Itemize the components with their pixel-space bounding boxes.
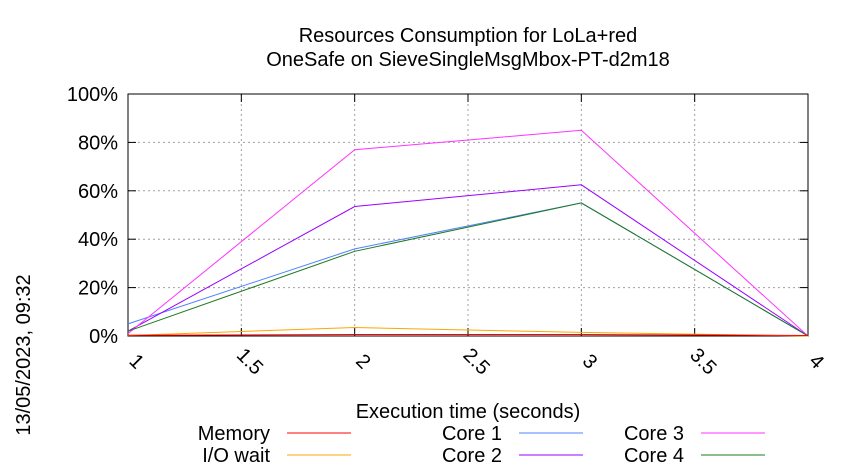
- y-tick-label: 20%: [78, 278, 118, 300]
- legend-label-core-4: Core 4: [624, 445, 684, 467]
- legend-label-core-1: Core 1: [442, 423, 502, 445]
- x-axis-label: Execution time (seconds): [356, 401, 581, 423]
- series-line-memory: [127, 334, 809, 336]
- grid: [128, 94, 808, 336]
- chart-title-line1: Resources Consumption for LoLa+red: [299, 25, 638, 47]
- timestamp: 13/05/2023, 09:32: [13, 274, 35, 435]
- x-tick-label: 4: [805, 350, 828, 373]
- series-lines: [127, 129, 809, 337]
- series-line-core-4: [127, 202, 809, 337]
- x-tick-label: 2: [351, 350, 374, 373]
- chart-title-line2: OneSafe on SieveSingleMsgMbox-PT-d2m18: [266, 49, 670, 71]
- legend-label-core-2: Core 2: [442, 445, 502, 467]
- y-tick-label: 100%: [67, 84, 118, 106]
- x-tick-label: 1: [125, 350, 148, 373]
- x-axis-ticks: 1 1.5 2 2.5 3 3.5 4: [125, 94, 828, 379]
- y-tick-label: 60%: [78, 181, 118, 203]
- x-tick-label: 3.5: [685, 344, 720, 379]
- series-line-core-3: [127, 129, 809, 337]
- x-tick-label: 2.5: [459, 344, 494, 379]
- legend-label-core-3: Core 3: [624, 423, 684, 445]
- y-tick-label: 0%: [89, 326, 118, 348]
- series-line-i-o-wait: [127, 326, 809, 337]
- x-tick-label: 3: [578, 350, 601, 373]
- series-line-core-2: [127, 184, 809, 337]
- y-tick-label: 40%: [78, 229, 118, 251]
- x-tick-label: 1.5: [232, 344, 267, 379]
- legend-label-memory: Memory: [198, 423, 270, 445]
- legend-label-i-o-wait: I/O wait: [202, 445, 270, 467]
- y-tick-label: 80%: [78, 132, 118, 154]
- y-axis-ticks: 0% 20% 40% 60% 80% 100%: [67, 84, 808, 348]
